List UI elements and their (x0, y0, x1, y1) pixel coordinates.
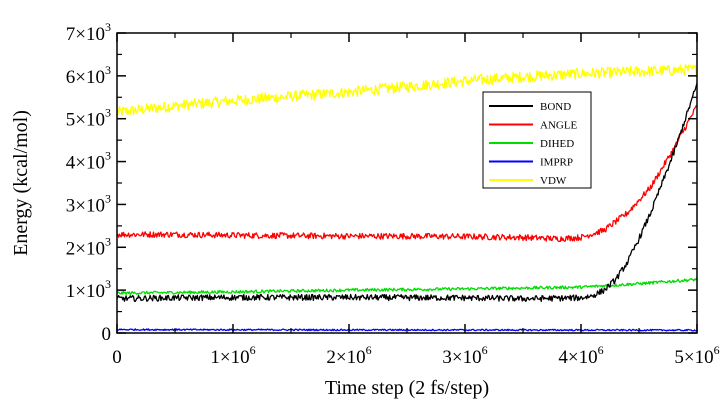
series-line-vdw (116, 63, 698, 117)
y-tick-label: 0 (102, 324, 112, 345)
x-tick-label: 5×106 (674, 343, 719, 368)
y-axis-title: Energy (kcal/mol) (10, 110, 32, 256)
legend-label-dihed: DIHED (540, 138, 574, 150)
x-tick-label: 2×106 (326, 343, 371, 368)
series-line-dihed (116, 277, 698, 296)
legend-label-angle: ANGLE (540, 120, 578, 132)
y-tick-label: 6×103 (66, 63, 111, 88)
ticks-layer: 0 1×106 2×106 3×106 4×106 5×106 0 1×103 2×103 3×1… (66, 20, 720, 368)
x-axis-title: Time step (2 fs/step) (325, 377, 489, 399)
legend-label-vdw: VDW (540, 175, 567, 187)
legend-box (482, 91, 592, 189)
x-tick-label: 1×106 (210, 343, 255, 368)
y-tick-label: 4×103 (66, 149, 111, 174)
y-tick-label: 1×103 (66, 277, 111, 302)
series-line-angle (116, 105, 698, 243)
series-layer (116, 63, 698, 332)
x-tick-label: 3×106 (442, 343, 487, 368)
series-line-bond (116, 83, 698, 303)
y-tick-label: 3×103 (66, 191, 111, 216)
legend-label-imprp: IMPRP (540, 157, 573, 169)
y-tick-label: 5×103 (66, 106, 111, 131)
y-tick-label: 7×103 (66, 20, 111, 45)
legend-label-bond: BOND (540, 101, 571, 113)
x-tick-label: 0 (112, 347, 122, 368)
y-tick-label: 2×103 (66, 234, 111, 259)
x-tick-label: 4×106 (558, 343, 603, 368)
legend: BOND ANGLE DIHED IMPRP VDW (482, 91, 592, 189)
